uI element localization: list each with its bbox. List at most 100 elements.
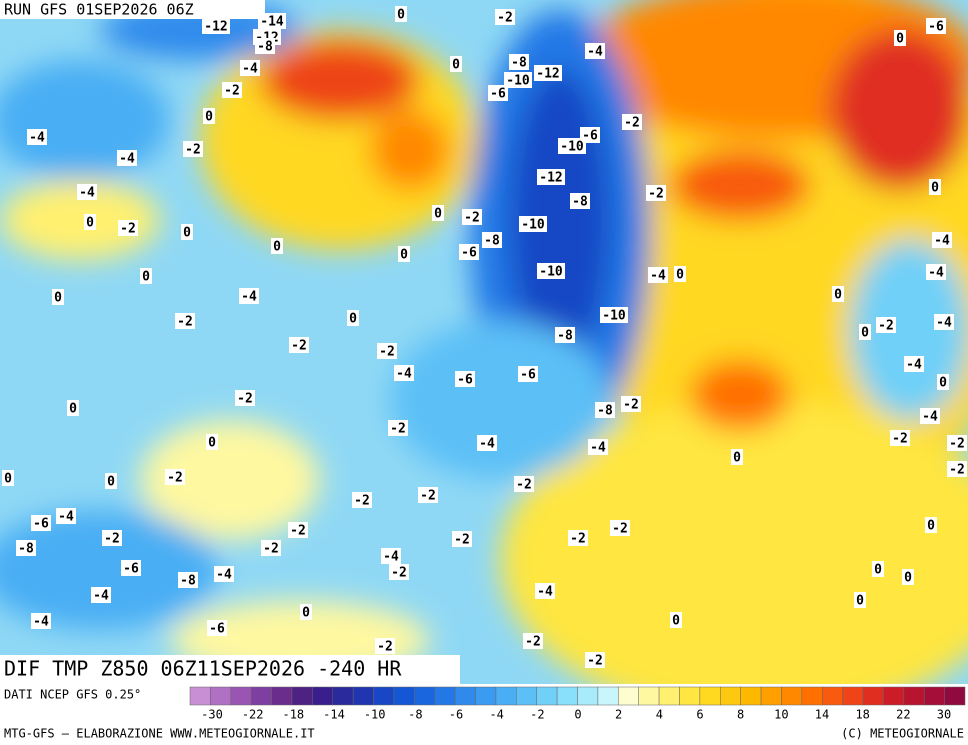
contour-label: -2 [390,422,406,437]
contour-label: 0 [205,110,213,125]
contour-label: -4 [537,585,553,600]
contour-label: -2 [878,319,894,334]
contour-label: -2 [391,566,407,581]
contour-label-box [519,216,547,232]
contour-label: -8 [597,404,613,419]
contour-label-box [585,652,605,668]
contour-label-box [118,220,138,236]
contour-label-box [646,185,666,201]
warm-area [260,40,420,120]
contour-label-box [165,469,185,485]
contour-label: -4 [58,510,74,525]
cold-area [0,510,220,630]
warm-area [670,150,810,220]
contour-label: -10 [506,74,530,89]
colorbar-swatch [760,686,782,706]
contour-label: -4 [479,437,495,452]
contour-label-box [610,520,630,536]
contour-label: 0 [834,288,842,303]
contour-label-box [537,169,565,185]
run-label-box [0,0,265,19]
contour-label-box [31,613,51,629]
contour-label-box [183,141,203,157]
warm-area [690,360,790,430]
contour-label: -6 [457,373,473,388]
contour-label-box [432,205,444,221]
contour-label: 0 [107,475,115,490]
colorbar-swatch [189,686,211,706]
colorbar-swatch [699,686,721,706]
contour-label: 0 [86,216,94,231]
contour-label: -4 [650,269,666,284]
contour-label-box [926,18,946,34]
colorbar-swatch [495,686,517,706]
contour-label-box [31,515,51,531]
contour-label-box [235,390,255,406]
colorbar-swatch [414,686,435,706]
colorbar-tick-label: -14 [323,708,345,722]
colorbar-swatch [271,686,293,706]
run-label: RUN GFS 01SEP2026 06Z [4,1,194,19]
contour-label: 0 [397,8,405,23]
contour-label-box [389,564,409,580]
contour-label: -10 [521,218,545,233]
contour-label: -6 [461,246,477,261]
contour-label-box [202,18,230,34]
contour-label-box [67,400,79,416]
contour-label: -8 [511,56,527,71]
contour-label-box [876,317,896,333]
contour-label: 0 [676,268,684,283]
colorbar-swatch [291,686,313,706]
colorbar-swatch [556,686,578,706]
colorbar-swatch [475,686,497,706]
contour-label-box [622,114,642,130]
colorbar-tick-label: 8 [737,708,744,722]
colorbar-tick-label: 0 [574,708,581,722]
contour-label: -2 [237,392,253,407]
contour-labels: -12-14-12-8-4-20-2-4-8-10-12-600-4-4-2-4… [2,6,967,669]
contour-label: -4 [590,441,606,456]
contour-label: -4 [93,589,109,604]
colorbar-swatch [454,686,476,706]
colorbar-swatch [862,686,884,706]
contour-label-box [261,540,281,556]
colorbar-tick-label: 14 [815,708,829,722]
contour-label-box [52,289,64,305]
contour-label-box [926,264,946,280]
contour-label-box [394,365,414,381]
contour-label-box [534,65,562,81]
contour-label: 0 [904,571,912,586]
colorbar-tick-label: 6 [696,708,703,722]
contour-label: 0 [142,270,150,285]
contour-label-box [203,108,215,124]
contour-label: 0 [208,436,216,451]
colorbar-swatch [801,686,823,706]
contour-label-box [288,522,308,538]
contour-label: 0 [302,606,310,621]
contour-label: -2 [525,635,541,650]
contour-label-box [462,209,482,225]
contour-label-box [518,366,538,382]
contour-label-box [214,566,234,582]
contour-label-box [555,327,575,343]
contour-label: -2 [892,432,908,447]
colorbar: -30 -22 -18 -14 -10 -8 -6 -4 -2 0 2 4 6 8 10 14 18 22 30 [189,686,966,722]
contour-label-box [455,371,475,387]
contour-label: -2 [612,522,628,537]
map-title: DIF TMP Z850 06Z11SEP2026 -240 HR [4,657,402,681]
colorbar-tick-label: 10 [774,708,788,722]
contour-label: 0 [54,291,62,306]
cold-area [0,60,170,180]
contour-label: -4 [928,266,944,281]
contour-label: -10 [602,309,626,324]
contour-label: -4 [241,290,257,305]
contour-label: -6 [209,622,225,637]
contour-label: -4 [383,550,399,565]
map-field [0,0,968,720]
contour-label: -2 [177,315,193,330]
contour-label: 0 [69,402,77,417]
contour-label: -8 [18,542,34,557]
colorbar-swatch [373,686,395,706]
colorbar-swatch [638,686,660,706]
contour-label: 0 [896,32,904,47]
